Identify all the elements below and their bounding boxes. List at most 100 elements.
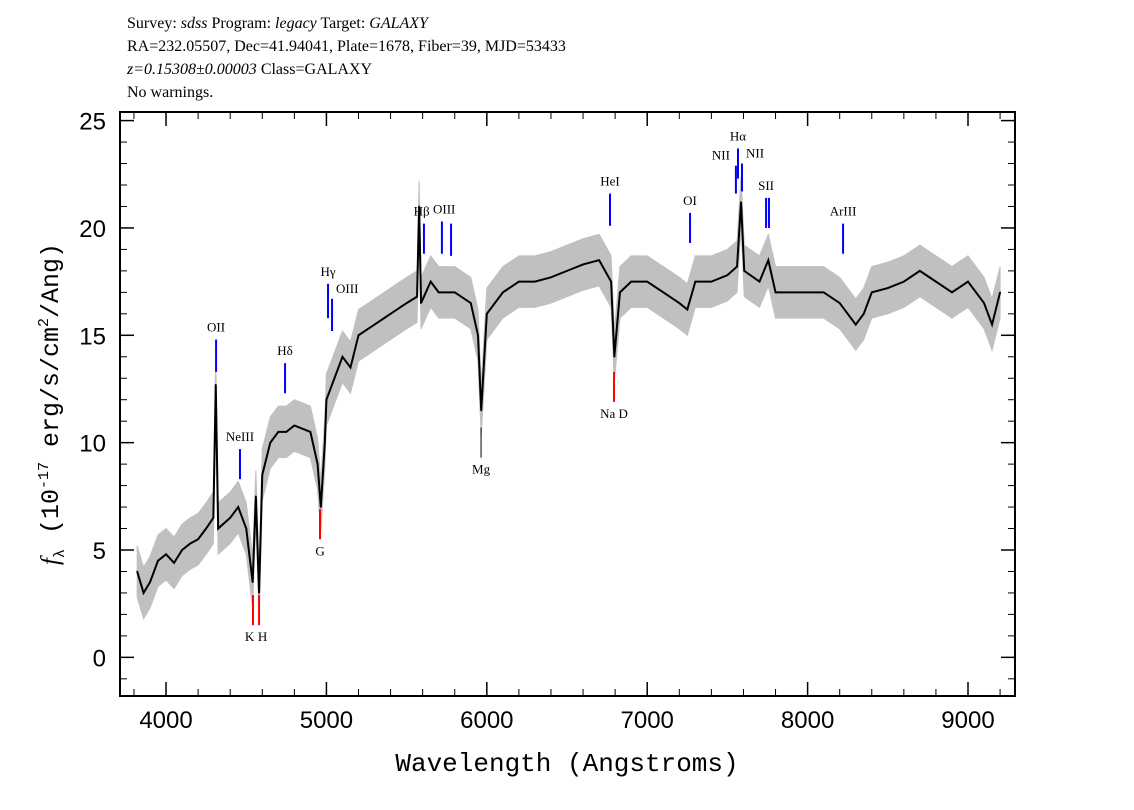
line-label: ArIII — [830, 204, 857, 219]
flux-point — [255, 495, 257, 498]
flux-point — [325, 398, 328, 401]
flux-point — [686, 308, 689, 311]
flux-point — [774, 291, 777, 294]
flux-point — [806, 291, 809, 294]
error-band — [136, 176, 1001, 620]
line-label: OIII — [433, 202, 455, 217]
line-label: OI — [683, 193, 697, 208]
flux-point — [320, 506, 322, 508]
flux-point — [197, 538, 199, 541]
flux-point — [582, 263, 584, 266]
flux-point — [550, 276, 552, 279]
flux-point — [229, 516, 231, 519]
flux-point — [486, 313, 488, 315]
y-tick-label: 0 — [93, 645, 106, 672]
flux-point — [205, 527, 207, 530]
flux-point — [136, 570, 138, 573]
flux-point — [453, 291, 456, 294]
line-label: SII — [758, 178, 774, 193]
flux-point — [324, 441, 326, 444]
flux-point — [887, 287, 889, 289]
x-tick-label: 8000 — [781, 707, 834, 734]
y-tick-label: 5 — [93, 538, 106, 565]
flux-point — [662, 291, 665, 294]
flux-point — [518, 280, 520, 283]
flux-point — [437, 291, 440, 294]
flux-point — [285, 431, 288, 433]
flux-point — [261, 474, 264, 476]
target-value: GALAXY — [369, 15, 428, 32]
line-label: NeIII — [226, 429, 254, 444]
flux-point — [373, 323, 376, 326]
flux-point — [534, 280, 536, 283]
flux-point — [502, 291, 504, 294]
line-label: G — [315, 543, 324, 558]
plot-area — [136, 176, 1002, 620]
flux-point — [598, 259, 600, 261]
flux-point — [333, 377, 336, 380]
flux-point — [678, 302, 681, 304]
flux-point — [258, 592, 260, 594]
flux-point — [173, 562, 175, 564]
y-axis-label: fλ (10-17 erg/s/cm2/Ang) — [36, 243, 69, 565]
line-label: NII — [712, 148, 730, 163]
x-tick-label: 7000 — [621, 707, 674, 734]
flux-point — [903, 280, 905, 283]
survey-value: sdss — [180, 15, 208, 32]
flux-point — [418, 205, 420, 208]
flux-point — [854, 323, 857, 326]
flux-point — [822, 291, 825, 294]
header-line-1: Survey: sdss Program: legacy Target: GAL… — [127, 12, 566, 35]
flux-point — [613, 355, 616, 358]
flux-point — [341, 355, 344, 358]
flux-point — [349, 366, 352, 369]
program-label: Program: — [211, 15, 272, 32]
flux-point — [416, 295, 418, 298]
flux-point — [999, 291, 1001, 294]
line-label: NII — [746, 146, 764, 161]
flux-point — [149, 581, 151, 584]
flux-point — [991, 323, 993, 326]
flux-point — [142, 592, 145, 594]
flux-point — [862, 313, 865, 315]
flux-point — [610, 280, 612, 283]
chart-header: Survey: sdss Program: legacy Target: GAL… — [127, 12, 566, 104]
flux-point — [277, 431, 280, 433]
target-label: Target: — [320, 15, 366, 32]
flux-point — [316, 463, 319, 465]
flux-point — [870, 291, 873, 294]
flux-point — [251, 581, 254, 584]
flux-point — [951, 291, 953, 294]
y-tick-label: 15 — [79, 323, 106, 350]
flux-point — [157, 559, 159, 562]
header-line-4: No warnings. — [127, 84, 214, 101]
flux-point — [480, 409, 483, 412]
flux-line — [136, 202, 1002, 596]
flux-point — [217, 527, 219, 530]
y-tick-label: 10 — [79, 431, 106, 458]
header-line-2: RA=232.05507, Dec=41.94041, Plate=1678, … — [127, 38, 566, 55]
line-label: OIII — [336, 281, 358, 296]
flux-point — [919, 270, 921, 272]
header-line-3: z=0.15308±0.00003 Class=GALAXY — [127, 58, 566, 81]
program-value: legacy — [275, 15, 317, 32]
flux-point — [736, 265, 738, 268]
flux-point — [740, 201, 742, 203]
flux-point — [477, 334, 479, 337]
flux-point — [237, 506, 240, 508]
x-axis-label: Wavelength (Angstroms) — [395, 749, 738, 779]
flux-point — [245, 527, 248, 530]
flux-point — [405, 302, 408, 304]
flux-point — [967, 280, 969, 283]
flux-point — [983, 302, 985, 304]
x-tick-label: 5000 — [300, 707, 353, 734]
x-tick-label: 9000 — [941, 707, 994, 734]
flux-point — [309, 431, 312, 433]
x-tick-label: 6000 — [460, 707, 513, 734]
flux-point — [935, 280, 937, 283]
line-label: Hβ — [414, 204, 430, 219]
flux-point — [710, 280, 713, 283]
line-label: Hδ — [277, 343, 293, 358]
y-tick-label: 20 — [79, 216, 106, 243]
